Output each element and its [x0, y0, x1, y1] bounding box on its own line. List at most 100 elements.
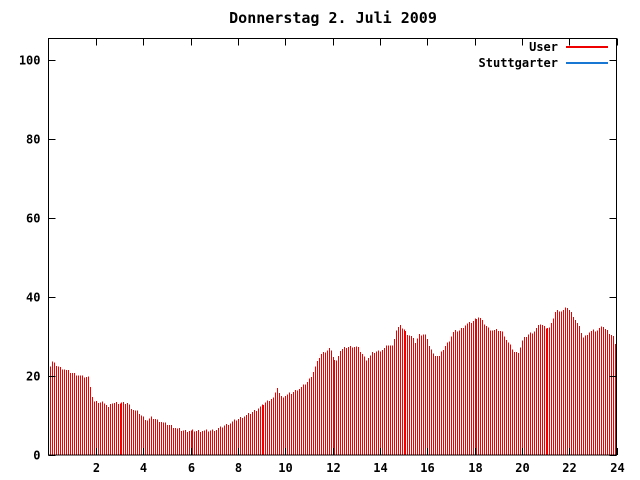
impulse-bar: [271, 398, 272, 455]
impulse-bar: [520, 347, 521, 455]
impulse-bar: [423, 334, 424, 455]
impulse-bar: [177, 428, 178, 455]
impulse-bar: [400, 325, 401, 455]
y-tick-label: 0: [33, 449, 40, 463]
impulse-bar: [232, 421, 233, 455]
impulse-bar: [143, 416, 144, 455]
impulse-bar: [425, 334, 426, 455]
impulse-bar: [260, 406, 261, 455]
impulse-bar: [297, 390, 298, 455]
impulse-bar: [386, 345, 387, 455]
impulse-bar: [476, 319, 477, 455]
impulse-bar: [145, 420, 146, 455]
impulse-bar: [179, 428, 180, 455]
impulse-bar: [325, 352, 326, 455]
impulse-bar: [577, 322, 578, 455]
impulse-bar: [287, 394, 288, 455]
impulse-bar: [98, 403, 99, 455]
impulse-bar: [453, 331, 454, 455]
x-tick-label: 10: [278, 461, 292, 475]
impulse-bar: [557, 310, 558, 455]
impulse-bar: [277, 387, 278, 455]
impulse-bar: [506, 340, 507, 455]
impulse-bar: [555, 312, 556, 455]
x-tick-label: 6: [188, 461, 195, 475]
impulse-bar: [524, 337, 525, 455]
impulse-bar: [465, 325, 466, 455]
impulse-bar: [301, 387, 302, 455]
impulse-bar: [153, 419, 154, 455]
impulse-bar: [121, 402, 122, 455]
impulse-bar: [254, 409, 255, 455]
impulse-bar: [192, 429, 193, 455]
impulse-bar: [70, 373, 71, 455]
impulse-bar: [226, 423, 227, 455]
impulse-bar: [118, 404, 119, 455]
legend: User Stuttgarter: [479, 40, 608, 70]
impulse-bar: [467, 323, 468, 455]
impulse-bar: [407, 334, 408, 455]
impulse-bar: [396, 330, 397, 455]
impulse-bar: [334, 359, 335, 455]
x-tick-label: 22: [562, 461, 576, 475]
impulse-bar: [279, 393, 280, 455]
impulse-bar: [597, 330, 598, 455]
impulse-bar: [92, 396, 93, 455]
impulse-bar: [394, 338, 395, 455]
impulse-bar: [360, 351, 361, 455]
impulse-bar: [262, 404, 263, 455]
impulse-bar: [352, 347, 353, 455]
impulse-bar: [127, 403, 128, 455]
impulse-bar: [167, 425, 168, 455]
impulse-bar: [601, 326, 602, 455]
impulse-bar: [510, 344, 511, 455]
impulse-bar: [242, 418, 243, 455]
x-tick-label: 24: [610, 461, 624, 475]
impulse-bar: [135, 410, 136, 455]
impulse-bar: [445, 345, 446, 455]
impulse-bar: [141, 415, 142, 455]
impulse-bar: [532, 333, 533, 455]
impulse-bar: [165, 422, 166, 455]
impulse-bar: [62, 369, 63, 455]
impulse-bar: [443, 349, 444, 455]
x-tick-label: 8: [235, 461, 242, 475]
impulse-bar: [161, 422, 162, 455]
impulse-bar: [508, 342, 509, 455]
impulse-bar: [123, 401, 124, 455]
impulse-bar: [435, 356, 436, 455]
impulse-bar: [544, 325, 545, 455]
impulse-bar: [480, 317, 481, 455]
impulse-bar: [409, 335, 410, 455]
impulse-bar: [173, 428, 174, 455]
impulse-bar: [599, 327, 600, 455]
impulse-bar: [90, 386, 91, 455]
impulse-bar: [129, 404, 130, 455]
impulse-bar: [431, 349, 432, 455]
impulse-bar: [84, 377, 85, 455]
impulse-bar: [581, 333, 582, 455]
impulse-bar: [131, 408, 132, 455]
impulse-bar: [603, 327, 604, 455]
impulse-bar: [76, 375, 77, 455]
impulse-bar: [559, 311, 560, 455]
impulse-bar: [486, 326, 487, 455]
impulse-bars-layer: [50, 307, 616, 455]
impulse-bar: [228, 425, 229, 455]
impulse-bar: [311, 377, 312, 455]
impulse-bar: [289, 392, 290, 455]
impulse-bar: [364, 356, 365, 455]
impulse-bar: [378, 350, 379, 455]
impulse-bar: [346, 348, 347, 455]
impulse-bar: [112, 403, 113, 455]
legend-label-stuttgarter: Stuttgarter: [479, 56, 558, 70]
impulse-bar: [248, 413, 249, 455]
y-tick-label: 80: [26, 133, 40, 147]
impulse-bar: [100, 402, 101, 455]
x-tick-label: 12: [326, 461, 340, 475]
impulse-bar: [449, 341, 450, 455]
impulse-bar: [547, 328, 548, 455]
impulse-bar: [96, 400, 97, 455]
